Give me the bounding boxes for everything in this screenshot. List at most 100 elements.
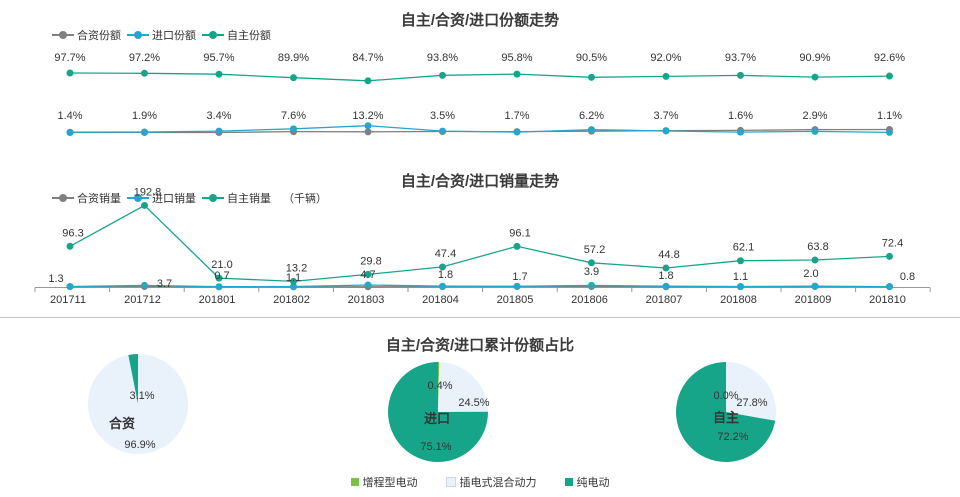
sales-chart-title: 自主/合资/进口销量走势 [400, 173, 560, 190]
sales-data-label: 1.1 [733, 271, 748, 283]
legend-label: 增程型电动 [362, 477, 418, 489]
sales-point [66, 282, 74, 290]
line-charts: 1.4% 1.9% 3.4% 7.6% 13.2% 3.5% 1.7% 6.2% 3.7% 1.6… [34, 52, 931, 306]
sales-data-label: 62.1 [733, 242, 754, 254]
section-divider [0, 317, 960, 318]
share-data-label: 93.8% [427, 52, 458, 64]
share-data-label: 1.9% [132, 110, 157, 122]
share-data-label: 3.5% [430, 110, 455, 122]
share-point [364, 77, 372, 85]
legend-item-chundian: 纯电动 [564, 474, 610, 490]
pie-data-label: 72.2% [717, 431, 748, 443]
x-tick-label: 201806 [571, 294, 608, 306]
share-point [811, 127, 819, 135]
share-point [886, 128, 893, 136]
sales-point [662, 264, 670, 272]
share-point [737, 71, 744, 79]
sales-legend: 合资销量 进口销量 自主销量 （千辆） [52, 190, 327, 206]
pie-data-label: 96.9% [124, 439, 155, 451]
sales-data-label: 1.1 [286, 272, 301, 284]
sales-data-label: 0.7 [214, 270, 229, 282]
sales-point [513, 242, 521, 250]
sales-data-label: 3.7 [157, 278, 172, 290]
sales-point [290, 277, 297, 285]
sales-point [737, 257, 744, 265]
sales-data-label: 72.4 [882, 237, 903, 249]
pie-legend: 增程型电动 插电式混合动力 纯电动 [0, 474, 960, 490]
pie-chart-title: 自主/合资/进口累计份额占比 [385, 337, 575, 354]
x-tick-label: 201803 [348, 294, 385, 306]
pie-slice [388, 362, 489, 462]
sales-point [215, 274, 223, 282]
share-point [588, 126, 595, 134]
legend-item-hezi-share: 合资份额 [52, 27, 121, 43]
x-tick-label: 201810 [869, 294, 906, 306]
sales-point [215, 283, 223, 291]
share-data-label: 97.2% [129, 52, 160, 64]
sales-point [811, 282, 819, 290]
pie-data-label: 75.1% [420, 441, 451, 453]
share-point [439, 71, 446, 79]
share-chart-title: 自主/合资/进口份额走势 [400, 12, 560, 29]
sales-data-label: 63.8 [807, 241, 828, 253]
share-data-label: 2.9% [802, 110, 827, 122]
sales-point [439, 282, 446, 290]
pie-charts: 3.1% 96.9% 合资 0.4% 24.5% 75.1% 进口 0.0%27.8% 72.2… [88, 354, 777, 462]
x-tick-label: 201805 [497, 294, 534, 306]
legend-item-zengcheng: 增程型电动 [350, 474, 418, 490]
x-tick-label: 201804 [422, 294, 459, 306]
share-point [141, 128, 148, 136]
sales-data-label: 192.8 [134, 186, 162, 198]
share-point [290, 74, 297, 82]
legend-label: 合资销量 [77, 193, 121, 205]
sales-line-1 [69, 284, 890, 288]
sales-data-label: 3.9 [584, 266, 599, 278]
share-point [588, 73, 595, 81]
pie-name-label: 合资 [109, 416, 135, 431]
legend-swatch-zizhu [202, 193, 224, 203]
share-data-label: 7.6% [281, 110, 306, 122]
share-data-label: 95.8% [501, 52, 532, 64]
sales-data-label: 1.8 [438, 269, 453, 281]
sales-data-label: 4.7 [360, 269, 375, 281]
share-data-label: 90.9% [799, 52, 830, 64]
legend-item-jinkou-share: 进口份额 [127, 27, 196, 43]
share-data-label: 84.7% [352, 52, 383, 64]
sales-point [513, 282, 521, 290]
sales-point [811, 256, 819, 264]
sales-data-label: 96.3 [62, 227, 83, 239]
sales-point [66, 242, 74, 250]
legend-swatch-zizhu [202, 30, 224, 40]
sales-point [141, 201, 148, 209]
share-point [141, 69, 148, 77]
legend-item-chadian: 插电式混合动力 [445, 474, 537, 490]
pie-data-label: 3.1% [129, 390, 154, 402]
sales-point [588, 281, 595, 289]
sales-data-label: 29.8 [360, 255, 381, 267]
sales-point [364, 270, 372, 278]
share-point [886, 72, 893, 80]
pie-slice [726, 362, 777, 421]
share-legend: 合资份额 进口份额 自主份额 [52, 27, 277, 43]
legend-label: 插电式混合动力 [459, 477, 537, 489]
share-data-label: 92.6% [874, 52, 905, 64]
legend-item-zizhu-sales: 自主销量 [202, 190, 271, 206]
share-point [66, 69, 74, 77]
sales-point [290, 283, 297, 291]
share-point [662, 127, 670, 135]
pie-slice [438, 362, 440, 412]
pie-slice [88, 354, 189, 454]
sales-data-label: 1.8 [658, 270, 673, 282]
share-line-2 [69, 72, 890, 82]
x-tick-label: 201809 [795, 294, 832, 306]
x-tick-label: 201807 [646, 294, 683, 306]
share-point [215, 127, 223, 135]
pie-data-label: 0.4% [427, 380, 452, 392]
share-point [513, 70, 521, 78]
sales-point [886, 283, 893, 291]
x-tick-label: 201711 [50, 294, 86, 306]
share-data-label: 1.6% [728, 110, 753, 122]
share-point [811, 73, 819, 81]
share-data-label: 89.9% [278, 52, 309, 64]
x-tick-label: 201808 [720, 294, 757, 306]
